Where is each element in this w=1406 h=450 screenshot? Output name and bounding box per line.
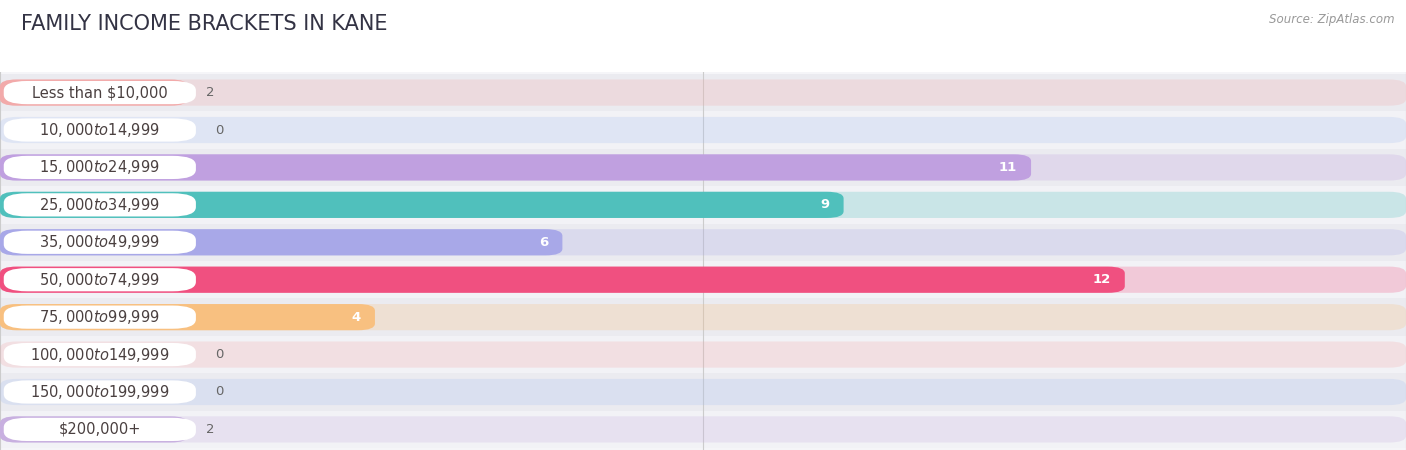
Text: $10,000 to $14,999: $10,000 to $14,999 [39,121,160,139]
Bar [0,336,1406,374]
Text: $200,000+: $200,000+ [59,422,141,437]
FancyBboxPatch shape [4,118,195,142]
FancyBboxPatch shape [0,117,1406,143]
FancyBboxPatch shape [0,192,1406,218]
Text: 2: 2 [207,423,215,436]
FancyBboxPatch shape [4,193,195,216]
FancyBboxPatch shape [0,266,1125,293]
Text: 11: 11 [998,161,1017,174]
FancyBboxPatch shape [0,304,375,330]
Text: $35,000 to $49,999: $35,000 to $49,999 [39,233,160,251]
FancyBboxPatch shape [0,379,1406,405]
FancyBboxPatch shape [0,80,1406,106]
Text: $15,000 to $24,999: $15,000 to $24,999 [39,158,160,176]
FancyBboxPatch shape [4,380,195,404]
Bar [0,374,1406,411]
Text: 9: 9 [821,198,830,211]
FancyBboxPatch shape [4,306,195,329]
Bar [0,298,1406,336]
Text: 6: 6 [538,236,548,249]
Text: $100,000 to $149,999: $100,000 to $149,999 [30,346,170,364]
FancyBboxPatch shape [0,416,1406,442]
FancyBboxPatch shape [0,192,844,218]
Text: $25,000 to $34,999: $25,000 to $34,999 [39,196,160,214]
Bar [0,261,1406,298]
Bar [0,74,1406,111]
Text: 12: 12 [1092,273,1111,286]
FancyBboxPatch shape [4,231,195,254]
Text: FAMILY INCOME BRACKETS IN KANE: FAMILY INCOME BRACKETS IN KANE [21,14,388,33]
Text: 4: 4 [352,310,361,324]
FancyBboxPatch shape [0,416,187,442]
FancyBboxPatch shape [4,418,195,441]
Text: $150,000 to $199,999: $150,000 to $199,999 [30,383,170,401]
FancyBboxPatch shape [4,343,195,366]
FancyBboxPatch shape [0,229,562,256]
Text: $50,000 to $74,999: $50,000 to $74,999 [39,271,160,289]
Bar [0,148,1406,186]
FancyBboxPatch shape [4,268,195,291]
FancyBboxPatch shape [0,80,187,106]
Bar [0,411,1406,448]
FancyBboxPatch shape [0,304,1406,330]
FancyBboxPatch shape [4,81,195,104]
Bar [0,224,1406,261]
FancyBboxPatch shape [0,154,1406,180]
Text: 0: 0 [215,348,224,361]
FancyBboxPatch shape [0,266,1406,293]
FancyBboxPatch shape [4,156,195,179]
FancyBboxPatch shape [0,154,1031,180]
Bar [0,111,1406,148]
Text: $75,000 to $99,999: $75,000 to $99,999 [39,308,160,326]
FancyBboxPatch shape [0,342,1406,368]
Text: Source: ZipAtlas.com: Source: ZipAtlas.com [1270,14,1395,27]
FancyBboxPatch shape [0,229,1406,256]
Bar [0,186,1406,224]
Text: 0: 0 [215,123,224,136]
Text: 2: 2 [207,86,215,99]
Text: Less than $10,000: Less than $10,000 [32,85,167,100]
Text: 0: 0 [215,386,224,399]
